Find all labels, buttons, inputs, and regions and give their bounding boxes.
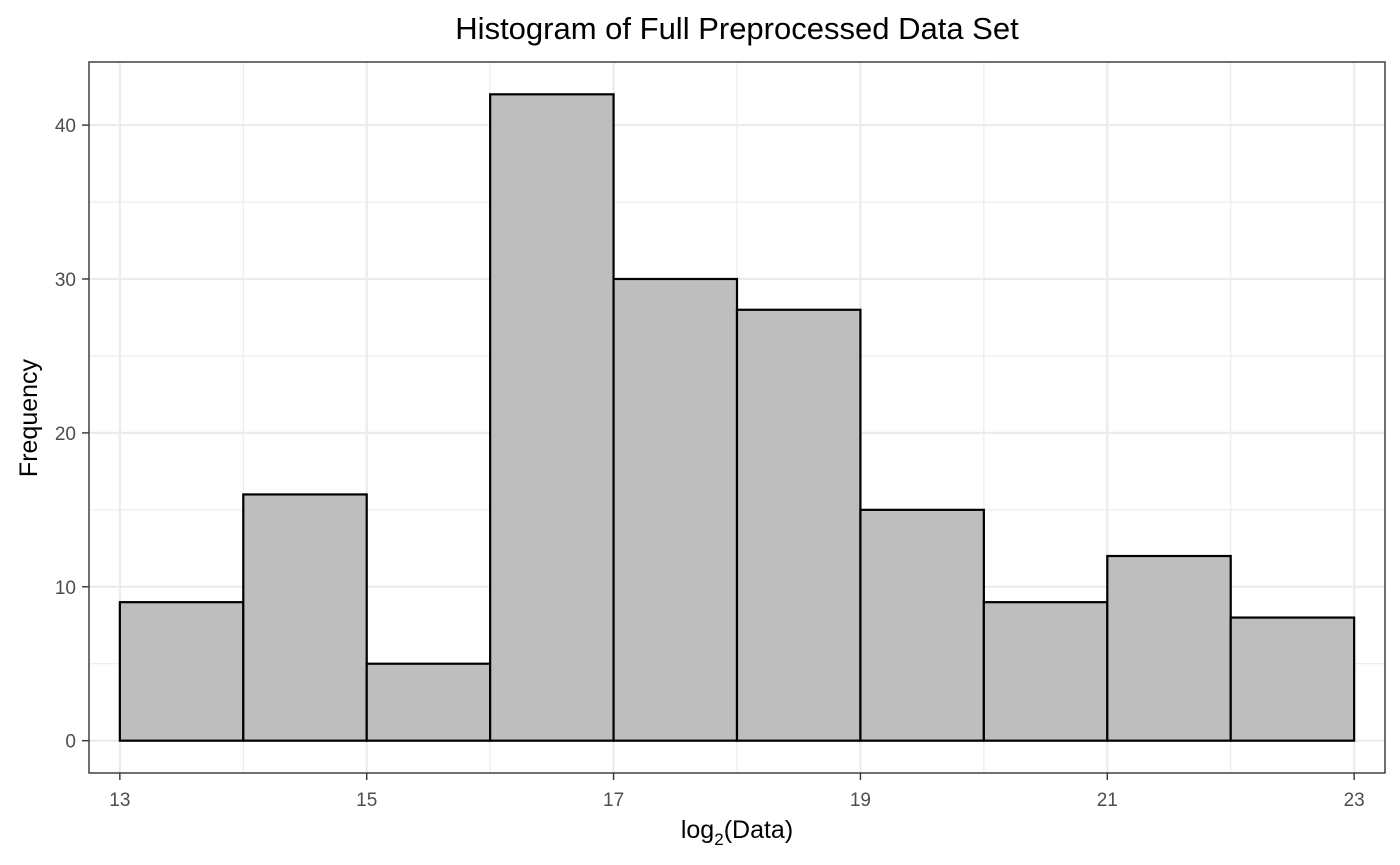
chart-title: Histogram of Full Preprocessed Data Set — [455, 11, 1019, 46]
y-tick-label: 40 — [55, 116, 76, 137]
x-axis-title-rest: (Data) — [724, 816, 793, 844]
x-tick-label: 19 — [850, 790, 871, 811]
x-tick-label: 15 — [356, 790, 377, 811]
x-axis-title-subscript: 2 — [714, 830, 723, 849]
histogram-bar — [1229, 616, 1356, 742]
panel-border — [88, 61, 1386, 774]
x-tick-label: 23 — [1344, 790, 1365, 811]
y-tick-label: 20 — [55, 424, 76, 445]
histogram-bar — [489, 93, 615, 742]
histogram-bar — [118, 601, 245, 742]
histogram-bar — [1106, 554, 1232, 742]
histogram-bars — [118, 93, 1356, 742]
x-tick-label: 13 — [109, 790, 130, 811]
histogram-bar — [365, 662, 492, 742]
y-tick-label: 30 — [55, 270, 76, 291]
x-tick-label: 21 — [1097, 790, 1118, 811]
y-tick-label: 0 — [65, 732, 76, 753]
y-axis-title: Frequency — [15, 358, 43, 477]
histogram-bar — [735, 308, 862, 742]
axis-ticks: 13 15 17 19 21 23 0 10 20 30 40 — [55, 116, 1365, 811]
histogram-bar — [612, 277, 739, 742]
x-tick-label: 17 — [603, 790, 624, 811]
histogram-bar — [859, 508, 985, 742]
histogram-bar — [982, 601, 1109, 742]
x-axis-title: log2(Data) — [681, 816, 793, 849]
y-tick-label: 10 — [55, 578, 76, 599]
histogram-bar — [242, 493, 368, 742]
x-axis-title-base: log — [681, 816, 714, 844]
